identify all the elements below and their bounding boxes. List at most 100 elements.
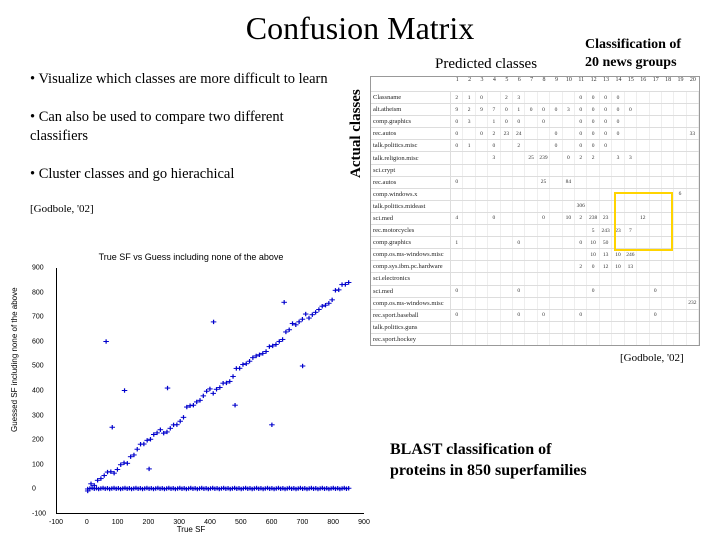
matrix-cell: 0: [550, 140, 562, 151]
citation-right: [Godbole, '02]: [620, 352, 684, 364]
matrix-cell: [513, 165, 525, 176]
matrix-cell: 10: [612, 261, 624, 272]
matrix-cell: [587, 189, 599, 200]
matrix-cell: [637, 128, 649, 139]
matrix-row-label: talk.politics.misc: [371, 140, 451, 151]
matrix-col-header: 10: [563, 77, 575, 91]
matrix-cell: [637, 334, 649, 345]
matrix-cell: [488, 273, 500, 284]
matrix-row: sci.med0000: [371, 285, 699, 297]
matrix-cell: [662, 298, 674, 309]
matrix-cell: 0: [476, 128, 488, 139]
matrix-col-header: 13: [600, 77, 612, 91]
matrix-cell: 0: [625, 104, 637, 115]
scatter-xtick: 300: [173, 519, 185, 526]
matrix-cell: 1: [463, 92, 475, 103]
matrix-cell: 238: [587, 213, 599, 224]
matrix-row-cells: 00000: [451, 310, 699, 321]
matrix-cell: [463, 237, 475, 248]
matrix-cell: [575, 334, 587, 345]
matrix-row: alt.atheism929701000300000: [371, 103, 699, 115]
matrix-cell: [476, 237, 488, 248]
matrix-cell: 0: [575, 310, 587, 321]
matrix-cell: [625, 128, 637, 139]
matrix-row: rec.sport.hockey: [371, 333, 699, 345]
matrix-cell: 0: [587, 104, 599, 115]
matrix-cell: [575, 298, 587, 309]
matrix-cell: [687, 225, 699, 236]
scatter-svg: [57, 268, 364, 513]
matrix-cell: [674, 152, 686, 163]
matrix-cell: 12: [600, 261, 612, 272]
matrix-cell: 2: [488, 128, 500, 139]
matrix-cell: 0: [513, 286, 525, 297]
matrix-cell: [463, 286, 475, 297]
matrix-cell: 0: [612, 92, 624, 103]
matrix-cell: [476, 298, 488, 309]
matrix-cell: 25: [525, 152, 537, 163]
matrix-cell: 0: [575, 92, 587, 103]
matrix-cell: [587, 310, 599, 321]
matrix-cell: [687, 152, 699, 163]
matrix-cell: [513, 261, 525, 272]
matrix-row-label: rec.autos: [371, 128, 451, 139]
matrix-cell: [501, 213, 513, 224]
matrix-cell: [674, 249, 686, 260]
matrix-cell: [563, 298, 575, 309]
matrix-row: comp.os.ms-windows.misc232: [371, 297, 699, 309]
matrix-cell: [525, 177, 537, 188]
matrix-cell: [488, 334, 500, 345]
matrix-cell: [674, 177, 686, 188]
matrix-cell: [600, 310, 612, 321]
matrix-cell: [612, 310, 624, 321]
matrix-cell: [476, 261, 488, 272]
matrix-cell: 2: [575, 213, 587, 224]
matrix-cell: [625, 116, 637, 127]
matrix-cell: 0: [600, 116, 612, 127]
matrix-cell: 3: [625, 152, 637, 163]
matrix-cell: [625, 310, 637, 321]
matrix-cell: [476, 201, 488, 212]
matrix-cell: 2: [587, 152, 599, 163]
matrix-cell: 0: [587, 116, 599, 127]
matrix-cell: [625, 165, 637, 176]
matrix-cell: [463, 322, 475, 333]
matrix-cell: [513, 213, 525, 224]
matrix-col-header: 6: [513, 77, 525, 91]
matrix-row-cells: 1001050: [451, 237, 699, 248]
matrix-cell: [550, 334, 562, 345]
matrix-cell: [501, 298, 513, 309]
matrix-cell: 0: [563, 152, 575, 163]
matrix-cell: [650, 140, 662, 151]
matrix-cell: [550, 165, 562, 176]
matrix-row: comp.graphics0310000000: [371, 115, 699, 127]
matrix-cell: [476, 225, 488, 236]
scatter-xtick: -100: [49, 519, 63, 526]
matrix-cell: 7: [625, 225, 637, 236]
matrix-cell: [563, 116, 575, 127]
matrix-row-label: comp.graphics: [371, 237, 451, 248]
matrix-row: talk.politics.mideast306: [371, 200, 699, 212]
scatter-ytick: 700: [32, 314, 44, 321]
matrix-col-header: 17: [650, 77, 662, 91]
matrix-cell: [550, 249, 562, 260]
matrix-cell: [476, 177, 488, 188]
matrix-cell: 0: [600, 128, 612, 139]
matrix-cell: 0: [451, 140, 463, 151]
matrix-cell: [476, 213, 488, 224]
matrix-cell: [662, 213, 674, 224]
matrix-cell: 0: [600, 92, 612, 103]
matrix-cell: [575, 286, 587, 297]
matrix-col-header: 18: [662, 77, 674, 91]
matrix-cell: [513, 322, 525, 333]
matrix-cell: [525, 92, 537, 103]
matrix-cell: [488, 237, 500, 248]
matrix-cell: [550, 213, 562, 224]
matrix-cell: 0: [600, 104, 612, 115]
matrix-cell: 3: [513, 92, 525, 103]
matrix-cell: [650, 201, 662, 212]
matrix-cell: [600, 189, 612, 200]
matrix-cell: [662, 225, 674, 236]
matrix-cell: [575, 177, 587, 188]
matrix-cell: [525, 237, 537, 248]
